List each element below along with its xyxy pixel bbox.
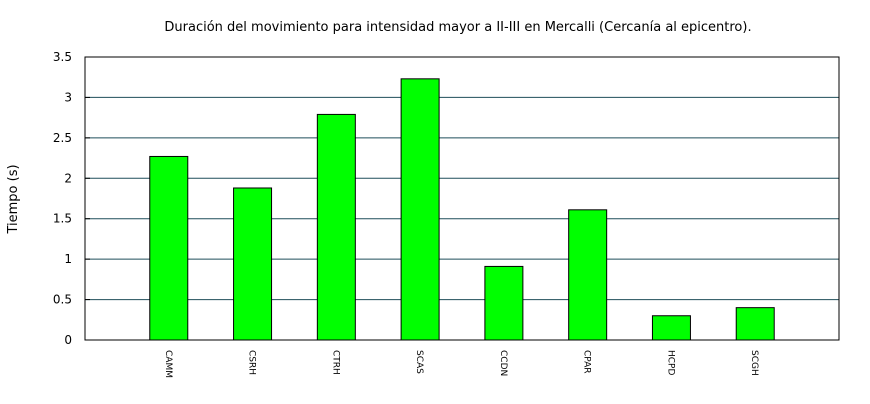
x-category-label: HCPD	[665, 350, 675, 375]
y-tick-label: 2	[64, 171, 72, 185]
x-category-label: CTRH	[330, 350, 340, 375]
bar-csrh	[233, 187, 273, 341]
grid-lines	[85, 96, 839, 301]
y-tick-label: 2.5	[53, 131, 72, 145]
plot-frame	[84, 56, 840, 341]
x-category-label: CSRH	[247, 350, 257, 375]
bar-scas	[400, 78, 440, 341]
x-category-label: SCAS	[414, 350, 424, 374]
y-tick-label: 1	[64, 252, 72, 266]
bar-ctrh	[316, 113, 356, 341]
y-tick-label: 1.5	[53, 212, 72, 226]
x-axis-categories: CAMM CSRH CTRH SCAS CCDN CPAR HCPD SCGH	[163, 350, 759, 378]
bars	[149, 78, 775, 341]
y-tick-label: 0.5	[53, 293, 72, 307]
chart-title: Duración del movimiento para intensidad …	[164, 20, 751, 35]
x-category-label: SCGH	[749, 350, 759, 376]
y-tick-label: 3.5	[53, 50, 72, 64]
x-category-label: CCDN	[498, 350, 508, 376]
x-category-label: CAMM	[163, 350, 173, 378]
bar-hcpd	[651, 315, 691, 341]
bar-camm	[149, 155, 189, 341]
y-tick-label: 0	[64, 333, 72, 347]
y-axis-label: Tiempo (s)	[6, 164, 21, 234]
bar-ccdn	[484, 265, 524, 341]
bar-cpar	[568, 209, 608, 341]
x-category-label: CPAR	[582, 350, 592, 374]
y-tick-label: 3	[64, 90, 72, 104]
y-axis-ticks: 0 0.5 1 1.5 2 2.5 3 3.5	[53, 50, 90, 347]
bar-scgh	[735, 307, 775, 341]
